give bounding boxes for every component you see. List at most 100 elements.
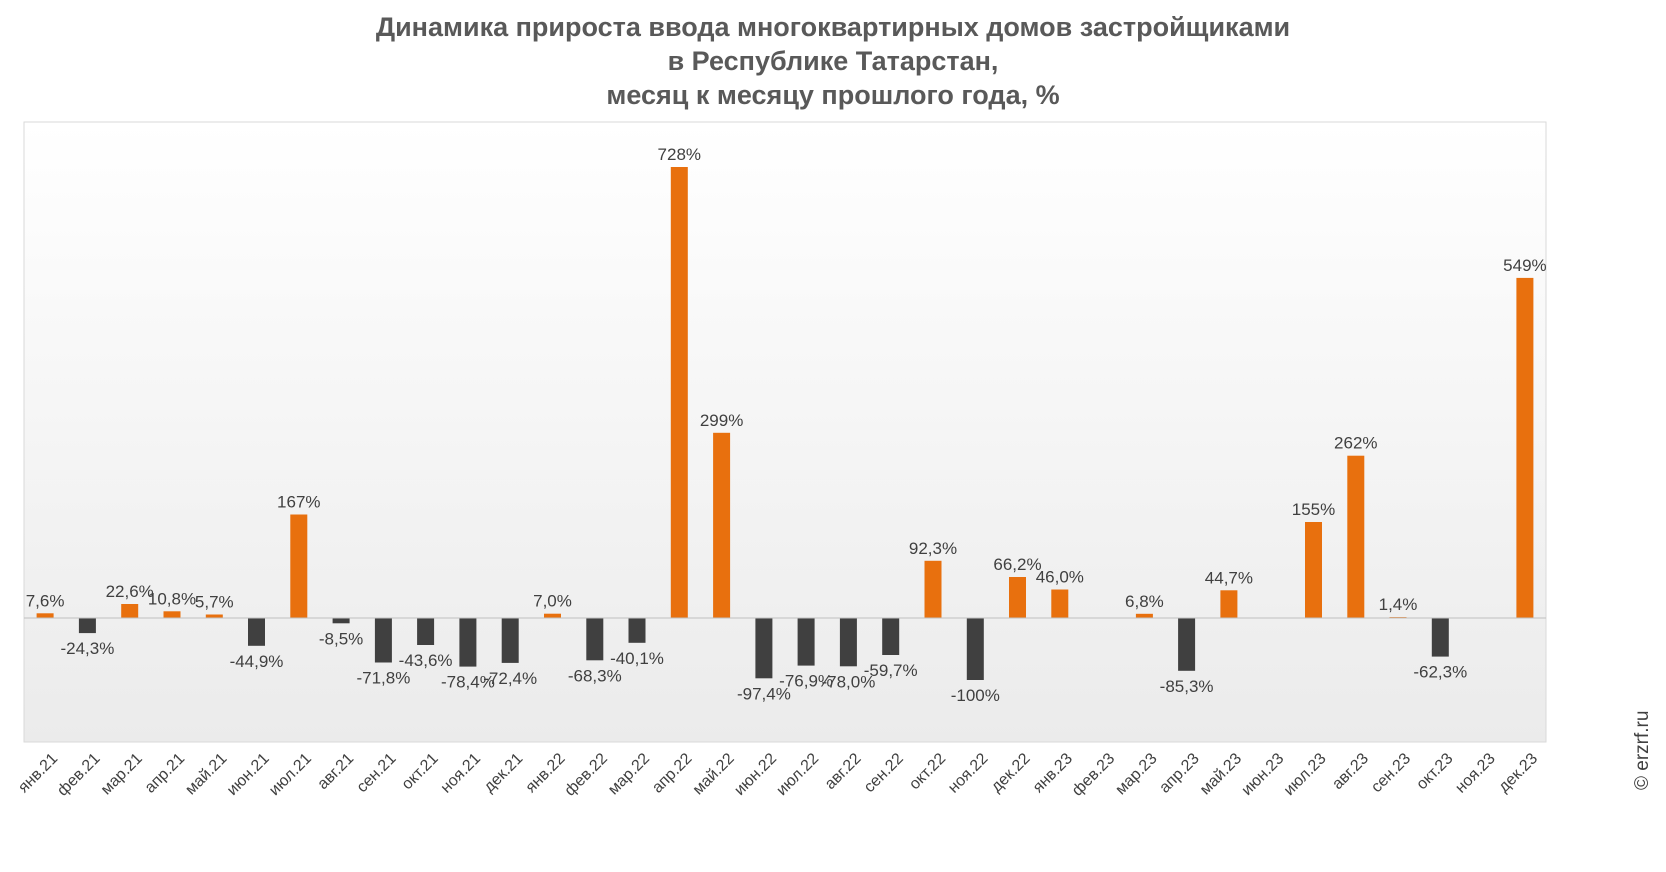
tick-label-июл.21: июл.21 [266, 750, 315, 799]
chart-title-line-1: Динамика прироста ввода многоквартирных … [375, 12, 1291, 42]
watermark-text: © erzrf.ru [1632, 710, 1653, 790]
data-label-окт.21: -43,6% [399, 651, 453, 670]
tick-label-янв.22: янв.22 [523, 750, 569, 796]
bar-авг.23 [1347, 455, 1365, 618]
bar-фев.22 [586, 618, 604, 661]
data-label-авг.22: -78,0% [821, 672, 875, 691]
data-label-мар.22: -40,1% [610, 649, 664, 668]
data-label-май.21: 5,7% [195, 593, 234, 612]
chart-title-line-3: месяц к месяцу прошлого года, % [606, 80, 1060, 110]
data-label-янв.21: 7,6% [26, 591, 65, 610]
bar-дек.21 [501, 618, 519, 663]
tick-label-дек.21: дек.21 [481, 750, 527, 796]
tick-label-апр.22: апр.22 [649, 750, 696, 797]
data-label-дек.21: -72,4% [483, 669, 537, 688]
tick-label-сен.21: сен.21 [354, 750, 400, 796]
data-label-мар.21: 22,6% [106, 582, 154, 601]
bar-авг.21 [332, 618, 350, 624]
bar-авг.22 [839, 618, 857, 667]
tick-label-янв.23: янв.23 [1030, 750, 1076, 796]
bar-фев.21 [78, 618, 96, 634]
data-label-дек.23: 549% [1503, 256, 1546, 275]
data-label-дек.22: 66,2% [993, 555, 1041, 574]
data-label-окт.22: 92,3% [909, 539, 957, 558]
data-label-янв.22: 7,0% [533, 592, 572, 611]
tick-label-окт.21: окт.21 [399, 750, 442, 793]
bar-апр.23 [1178, 618, 1196, 671]
bar-дек.22 [1009, 577, 1026, 618]
data-label-фев.22: -68,3% [568, 666, 622, 685]
data-label-ноя.21: -78,4% [441, 673, 495, 692]
bar-сен.21 [374, 618, 392, 663]
tick-label-сен.23: сен.23 [1368, 750, 1414, 796]
data-label-сен.22: -59,7% [864, 661, 918, 680]
bar-янв.23 [1051, 589, 1069, 618]
data-label-июл.23: 155% [1292, 500, 1335, 519]
bar-дек.23 [1516, 277, 1534, 618]
bars-layer [36, 167, 1534, 680]
chart-title: Динамика прироста ввода многоквартирных … [0, 10, 1666, 112]
bar-май.22 [713, 432, 731, 618]
data-label-май.23: 44,7% [1205, 568, 1253, 587]
data-label-окт.23: -62,3% [1413, 663, 1467, 682]
value-labels-layer: 7,6% -24,3% 22,6%10,8%5,7% -44,9% 167% -8,5% -… [26, 145, 1547, 705]
bar-апр.22 [670, 167, 688, 618]
data-label-авг.21: -8,5% [319, 629, 363, 648]
data-label-авг.23: 262% [1334, 434, 1377, 453]
data-label-май.22: 299% [700, 411, 743, 430]
tick-label-апр.21: апр.21 [142, 750, 189, 797]
bar-янв.21 [36, 613, 54, 618]
tick-label-май.23: май.23 [1197, 750, 1245, 798]
bar-сен.22 [882, 618, 900, 655]
bar-июн.21 [248, 618, 265, 646]
data-label-сен.21: -71,8% [356, 669, 410, 688]
data-label-янв.23: 46,0% [1036, 568, 1084, 587]
data-label-июн.22: -97,4% [737, 684, 791, 703]
data-label-ноя.22: -100% [951, 686, 1000, 705]
tick-label-янв.21: янв.21 [15, 750, 61, 796]
tick-label-фев.21: фев.21 [54, 750, 103, 799]
tick-label-апр.23: апр.23 [1156, 750, 1203, 797]
bar-окт.22 [924, 560, 942, 618]
tick-label-мар.21: мар.21 [98, 750, 146, 798]
tick-label-окт.23: окт.23 [1413, 750, 1456, 793]
tick-label-мар.22: мар.22 [605, 750, 653, 798]
bar-окт.23 [1431, 618, 1449, 657]
tick-label-авг.21: авг.21 [314, 750, 357, 793]
tick-label-ноя.21: ноя.21 [438, 750, 484, 796]
tick-label-дек.23: дек.23 [1495, 750, 1541, 796]
tick-label-окт.22: окт.22 [906, 750, 949, 793]
tick-label-июн.22: июн.22 [731, 750, 780, 799]
bar-янв.22 [544, 613, 561, 618]
tick-label-дек.22: дек.22 [988, 750, 1034, 796]
bar-июн.22 [755, 618, 773, 679]
bar-мар.23 [1135, 613, 1153, 618]
watermark: © erzrf.ru [1626, 650, 1656, 800]
bar-ноя.22 [966, 618, 984, 680]
bar-май.23 [1220, 590, 1238, 618]
bar-июл.21 [290, 514, 308, 618]
tick-label-фев.23: фев.23 [1069, 750, 1118, 799]
tick-label-авг.22: авг.22 [822, 750, 865, 793]
bar-апр.21 [163, 611, 181, 618]
data-label-мар.23: 6,8% [1125, 592, 1164, 611]
bar-окт.21 [417, 618, 435, 645]
data-label-июл.21: 167% [277, 493, 320, 512]
tick-label-фев.22: фев.22 [562, 750, 611, 799]
tick-label-ноя.23: ноя.23 [1452, 750, 1498, 796]
tick-label-авг.23: авг.23 [1329, 750, 1372, 793]
chart-title-line-2: в Республике Татарстан, [667, 46, 999, 76]
data-label-фев.21: -24,3% [60, 639, 114, 658]
tick-label-июн.21: июн.21 [224, 750, 273, 799]
bar-май.21 [205, 614, 223, 618]
tick-label-мар.23: мар.23 [1112, 750, 1160, 798]
bar-мар.22 [628, 618, 646, 643]
tick-label-май.22: май.22 [690, 750, 738, 798]
data-label-июн.21: -44,9% [230, 652, 284, 671]
tick-label-ноя.22: ноя.22 [945, 750, 991, 796]
bar-ноя.21 [459, 618, 477, 667]
tick-label-июл.23: июл.23 [1281, 750, 1330, 799]
bar-июл.23 [1305, 522, 1322, 618]
data-label-сен.23: 1,4% [1379, 595, 1418, 614]
